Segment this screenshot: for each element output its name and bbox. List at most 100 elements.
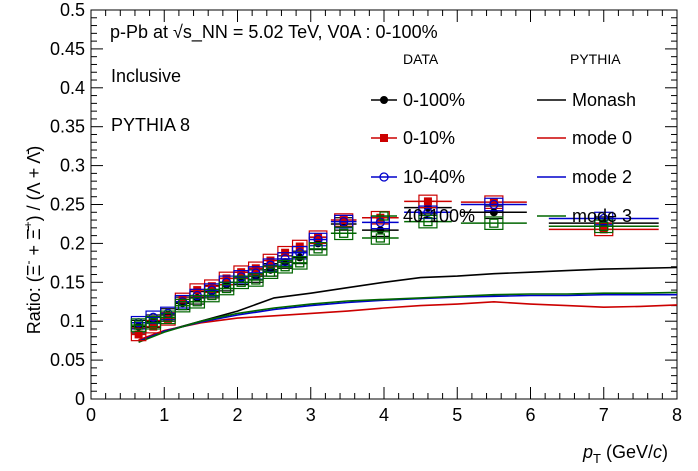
data-marker <box>280 262 290 272</box>
data-marker <box>148 318 158 328</box>
x-tick-label: 6 <box>525 405 535 425</box>
data-marker <box>177 300 188 311</box>
legend-entry-data-3: 40-100% <box>371 206 475 226</box>
y-tick-label: 0.1 <box>60 311 85 331</box>
data-marker <box>313 244 323 254</box>
data-marker <box>423 216 433 227</box>
data-marker <box>163 314 172 323</box>
data-marker <box>237 268 246 277</box>
legend-entry-data-0: 0-100% <box>371 90 465 110</box>
y-axis-label: Ratio: (Ξ- + Ξ̄+) / (Λ + Λ̄) <box>21 146 44 335</box>
data-point-40-100% <box>204 288 220 303</box>
data-marker <box>313 234 323 245</box>
model-curves <box>138 266 678 343</box>
data-point-40-100% <box>160 310 176 325</box>
annotation-selection: Inclusive <box>111 66 181 86</box>
data-marker <box>266 256 275 265</box>
data-point-0-10% <box>404 194 452 209</box>
data-marker <box>207 285 217 295</box>
data-marker <box>193 286 202 295</box>
x-tick-label: 7 <box>599 405 609 425</box>
data-marker <box>314 233 323 242</box>
data-point-10-40% <box>460 197 527 212</box>
data-point-40-100% <box>362 231 399 245</box>
legend-entry-model-3: mode 3 <box>537 206 632 226</box>
data-point-0-10% <box>130 327 147 342</box>
legend-entry-model-1: mode 0 <box>537 128 632 148</box>
legend-header-data: DATA <box>403 51 439 67</box>
axes: 0 1 2 3 4 5 6 7 8 0 0.05 0.1 0.15 0.2 0.25 0.3 0.35 0.4 0.… <box>50 0 682 425</box>
x-tick-label: 1 <box>159 405 169 425</box>
annotation-system: p-Pb at √s_NN = 5.02 TeV, V0A : 0-100% <box>110 22 438 43</box>
model-curve-monash <box>138 266 678 342</box>
data-marker <box>380 134 388 142</box>
data-points <box>130 194 659 342</box>
legend-header-model: PYTHIA <box>570 51 621 67</box>
data-marker <box>489 198 498 207</box>
legend: 0-100% 0-10% 10-40% 40-100% Monash mode 0 mode… <box>371 90 636 226</box>
data-marker <box>221 283 232 294</box>
legend-entry-model-0: Monash <box>537 90 636 110</box>
legend-label: 40-100% <box>403 206 475 226</box>
legend-entry-data-1: 0-10% <box>371 128 455 148</box>
data-marker <box>339 228 349 238</box>
data-marker <box>207 290 217 301</box>
data-marker <box>599 221 609 231</box>
x-tick-label: 2 <box>232 405 242 425</box>
y-tick-label: 0.35 <box>50 117 85 137</box>
x-tick-label: 3 <box>306 405 316 425</box>
data-marker <box>236 272 246 282</box>
model-curve-mode-0 <box>138 300 678 341</box>
data-marker <box>163 312 173 322</box>
data-point-40-100% <box>247 273 264 287</box>
y-tick-label: 0.25 <box>50 195 85 215</box>
annotation-generator: PYTHIA 8 <box>111 115 190 135</box>
data-point-40-100% <box>174 298 191 313</box>
data-point-40-100% <box>404 214 452 229</box>
data-marker <box>251 268 261 278</box>
data-marker <box>375 233 385 243</box>
data-point-40-100% <box>548 219 659 234</box>
legend-label: 0-100% <box>403 90 465 110</box>
x-tick-label: 4 <box>379 405 389 425</box>
legend-label: mode 0 <box>572 128 632 148</box>
data-marker <box>251 275 261 285</box>
data-marker <box>192 297 202 307</box>
data-point-40-100% <box>460 216 527 230</box>
y-tick-label: 0.3 <box>60 156 85 176</box>
y-tick-label: 0.45 <box>50 39 85 59</box>
data-marker <box>376 226 385 235</box>
data-marker <box>339 216 349 227</box>
data-marker <box>489 199 499 210</box>
legend-entry-data-2: 10-40% <box>371 167 465 187</box>
x-axis-label: pT (GeV/c) <box>582 442 668 466</box>
data-marker <box>489 218 499 228</box>
legend-entry-model-2: mode 2 <box>537 167 632 187</box>
data-point-40-100% <box>291 256 308 270</box>
data-marker <box>148 312 158 322</box>
data-marker <box>236 277 246 287</box>
data-marker <box>423 207 433 217</box>
data-point-10-40% <box>308 232 328 247</box>
data-marker <box>379 211 389 221</box>
data-point-10-40% <box>330 214 357 229</box>
legend-label: mode 2 <box>572 167 632 187</box>
data-marker <box>265 267 276 277</box>
data-marker <box>599 225 608 234</box>
y-tick-label: 0 <box>75 389 85 409</box>
y-tick-label: 0.2 <box>60 233 85 253</box>
data-point-10-40% <box>404 205 452 220</box>
y-tick-label: 0.05 <box>50 350 85 370</box>
y-tick-label: 0.4 <box>60 78 85 98</box>
y-tick-label: 0.5 <box>60 0 85 20</box>
data-marker <box>423 197 432 206</box>
data-marker <box>133 320 144 330</box>
data-point-40-100% <box>308 242 328 256</box>
legend-label: 0-10% <box>403 128 455 148</box>
data-marker <box>339 216 348 225</box>
data-marker <box>134 330 143 339</box>
x-tick-label: 0 <box>86 405 96 425</box>
data-marker <box>380 96 388 104</box>
legend-label: 10-40% <box>403 167 465 187</box>
